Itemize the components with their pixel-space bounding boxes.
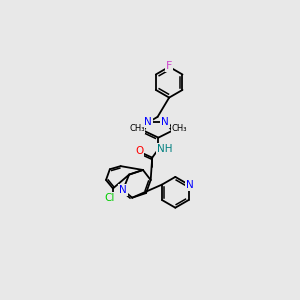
Text: NH: NH [157,144,172,154]
Text: O: O [135,146,143,156]
Text: N: N [145,117,152,127]
Text: N: N [119,185,127,195]
Text: NH: NH [157,144,172,154]
Text: Cl: Cl [105,193,115,203]
Text: N: N [161,117,169,127]
Text: N: N [185,180,193,190]
Text: CH₃: CH₃ [129,124,145,133]
Text: CH₃: CH₃ [171,124,187,133]
Text: F: F [166,61,172,71]
